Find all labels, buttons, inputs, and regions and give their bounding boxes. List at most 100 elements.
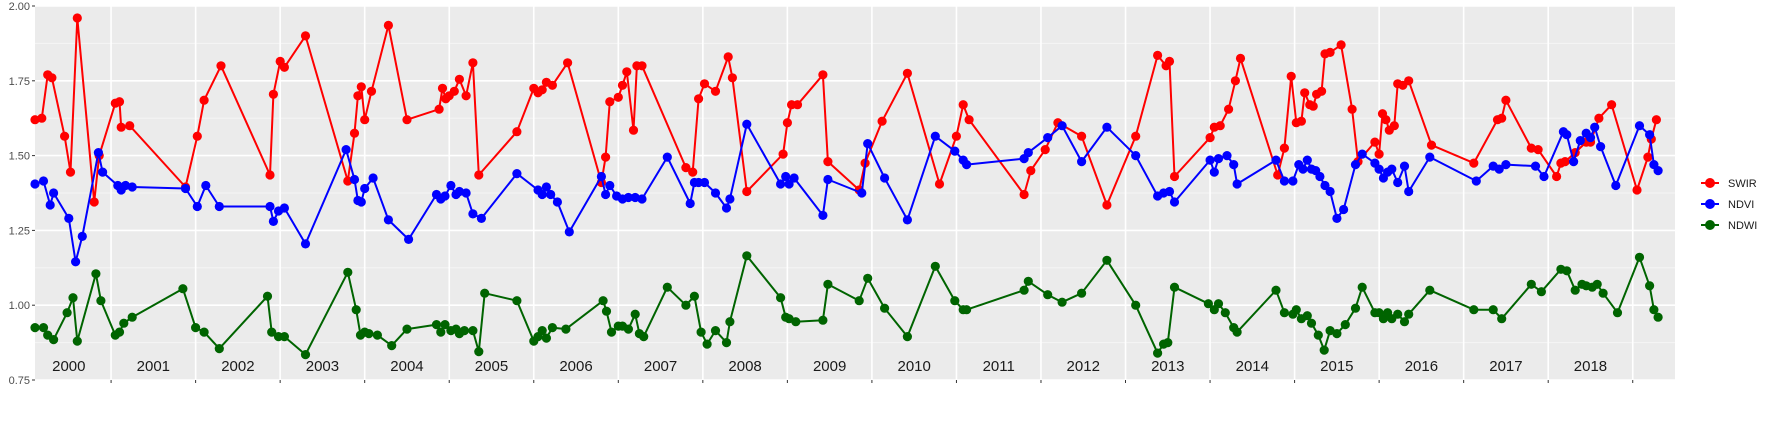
swir-point	[1404, 76, 1414, 86]
ndvi-point	[823, 174, 833, 185]
swir-point	[628, 125, 639, 135]
ndwi-point	[1163, 338, 1173, 348]
ndvi-point	[1501, 160, 1511, 170]
swir-point	[622, 67, 632, 77]
swir-point	[818, 70, 828, 80]
ndwi-point	[561, 324, 571, 334]
ndwi-point	[863, 273, 873, 283]
ndwi-point	[431, 320, 442, 330]
ndvi-point	[512, 169, 522, 179]
ndvi-point	[1404, 186, 1414, 197]
swir-point	[951, 131, 962, 141]
ndwi-point	[1153, 348, 1163, 358]
swir-point	[360, 115, 370, 125]
swir-point	[1224, 104, 1234, 114]
ndwi-point	[1102, 255, 1112, 265]
swir-point	[1040, 145, 1050, 155]
year-label: 2000	[52, 358, 85, 375]
y-tick-label: 1.50	[9, 151, 30, 163]
ndvi-point	[45, 200, 55, 210]
swir-point	[637, 61, 647, 71]
ndwi-point	[1653, 312, 1663, 322]
y-tick-label: 2.00	[9, 1, 30, 13]
ndvi-point	[1596, 142, 1606, 152]
ndwi-point	[1404, 309, 1414, 319]
swir-point	[1347, 104, 1357, 114]
swir-point	[116, 122, 126, 132]
ndwi-point	[776, 293, 786, 303]
swir-point	[958, 100, 968, 110]
ndwi-point	[1077, 288, 1087, 298]
ndwi-point	[402, 324, 412, 334]
ndwi-point	[823, 279, 833, 289]
ndvi-point	[1539, 171, 1549, 182]
ndvi-point	[279, 203, 289, 213]
ndwi-point	[742, 251, 752, 261]
swir-point	[89, 197, 99, 207]
ndvi-point	[1169, 197, 1180, 207]
ndwi-point	[639, 332, 649, 342]
ndwi-point	[1536, 287, 1546, 297]
swir-point	[1651, 115, 1661, 125]
ndwi-point	[601, 306, 612, 316]
swir-point	[454, 74, 464, 84]
ndwi-point	[30, 323, 40, 333]
ndvi-point	[1425, 152, 1435, 162]
swir-point	[349, 128, 360, 138]
ndvi-point	[461, 188, 471, 198]
swir-point	[1019, 189, 1029, 200]
swir-point	[1632, 185, 1642, 195]
ndwi-point	[1645, 281, 1655, 291]
ndvi-point	[1315, 171, 1325, 182]
ndwi-point	[351, 305, 361, 315]
ndwi-point	[1469, 305, 1479, 315]
ndvi-point	[1590, 122, 1600, 132]
ndwi-point	[1357, 282, 1367, 292]
ndvi-point	[404, 234, 414, 244]
swir-point	[1370, 137, 1380, 147]
ndwi-point	[262, 291, 273, 301]
ndvi-point	[962, 160, 972, 170]
ndvi-point	[1357, 149, 1367, 159]
ndvi-point	[356, 197, 366, 207]
swir-point	[1153, 50, 1163, 61]
ndwi-point	[191, 323, 201, 333]
legend-swatch-swir	[1705, 178, 1715, 188]
ndwi-point	[902, 332, 913, 342]
ndvi-point	[1569, 157, 1579, 167]
swir-point	[1300, 88, 1310, 98]
swir-point	[449, 86, 459, 96]
ndwi-point	[1340, 320, 1350, 330]
year-label: 2011	[983, 358, 1015, 375]
ndwi-point	[512, 296, 522, 306]
swir-point	[563, 58, 573, 68]
swir-point	[300, 31, 311, 41]
ndwi-point	[606, 327, 617, 337]
ndvi-point	[1043, 133, 1053, 143]
ndvi-point	[268, 216, 278, 226]
ndvi-point	[49, 188, 59, 198]
swir-point	[114, 97, 125, 107]
ndwi-point	[1562, 266, 1572, 276]
ndvi-point	[1057, 121, 1067, 131]
ndwi-point	[725, 317, 735, 327]
year-labels: 2000 2001 2002 2003 2004 2005 2006 2007 2008 2009…	[52, 358, 1607, 375]
swir-point	[60, 131, 70, 141]
ndvi-point	[1585, 133, 1596, 143]
ndwi-point	[199, 327, 209, 337]
ndvi-point	[863, 139, 873, 149]
ndwi-point	[681, 300, 691, 310]
ndwi-point	[630, 309, 640, 319]
ndvi-point	[1131, 151, 1141, 161]
ndvi-point	[1634, 121, 1645, 131]
ndwi-point	[38, 323, 49, 333]
year-label: 2015	[1320, 358, 1353, 375]
ndwi-point	[1313, 330, 1323, 340]
swir-point	[601, 152, 611, 162]
ndvi-point	[564, 227, 574, 237]
ndwi-point	[1319, 345, 1329, 355]
ndvi-point	[71, 257, 81, 267]
ndwi-point	[930, 261, 940, 271]
ndwi-point	[387, 341, 397, 351]
